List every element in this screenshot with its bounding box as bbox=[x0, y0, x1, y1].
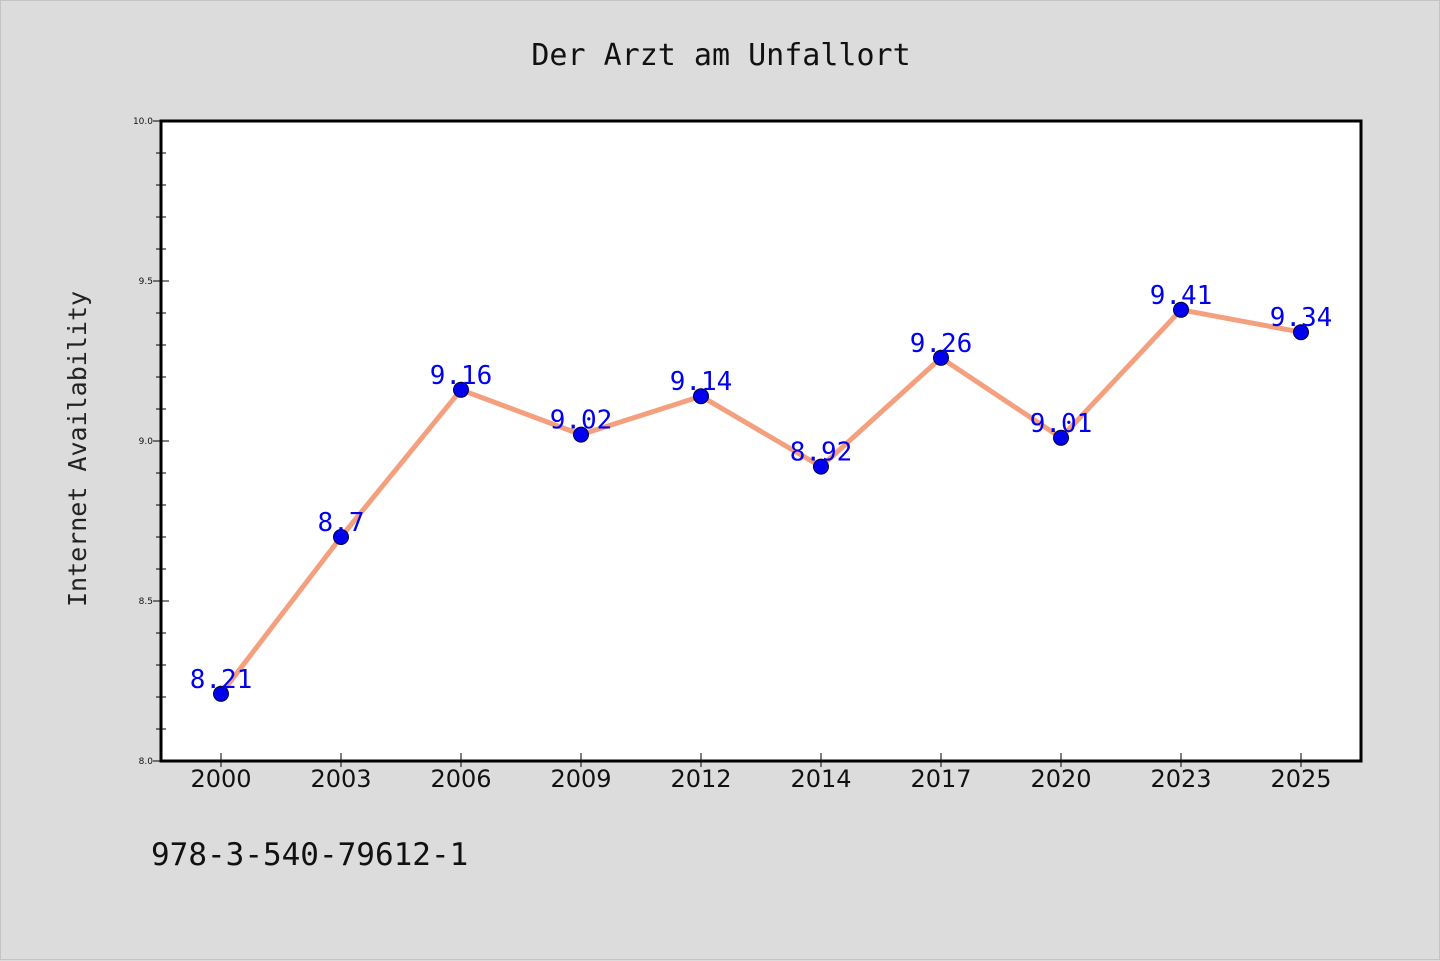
data-point bbox=[213, 685, 229, 702]
x-tick-label: 2006 bbox=[430, 765, 491, 793]
data-point bbox=[333, 529, 349, 545]
x-tick-label: 2000 bbox=[190, 765, 251, 793]
x-axis-ticks: 2000 2003 2006 2009 2012 2014 2017 2020 2023 2025 bbox=[190, 753, 1332, 793]
x-tick-label: 2023 bbox=[1150, 765, 1211, 793]
y-axis-label: Internet Availability bbox=[63, 291, 92, 607]
data-point bbox=[453, 381, 469, 398]
x-tick-label: 2025 bbox=[1270, 765, 1331, 793]
x-tick-label: 2003 bbox=[310, 765, 371, 793]
data-label: 9.26 bbox=[910, 329, 973, 359]
data-point bbox=[693, 388, 709, 405]
x-tick-label: 2017 bbox=[910, 765, 971, 793]
data-point bbox=[933, 349, 949, 366]
data-point bbox=[573, 426, 589, 443]
x-tick-label: 2014 bbox=[790, 765, 851, 793]
data-point bbox=[813, 458, 829, 475]
data-label: 8.21 bbox=[190, 665, 253, 695]
x-tick-label: 2012 bbox=[670, 765, 731, 793]
y-tick-label: 8.0 bbox=[139, 757, 154, 767]
data-label: 8.7 bbox=[318, 508, 365, 538]
series-line bbox=[218, 307, 1304, 697]
data-label: 9.41 bbox=[1150, 281, 1213, 311]
y-tick-label: 9.0 bbox=[139, 437, 154, 447]
data-point bbox=[1053, 429, 1069, 446]
data-label: 9.14 bbox=[670, 367, 733, 397]
data-point bbox=[1293, 324, 1309, 341]
data-label: 9.01 bbox=[1030, 409, 1093, 439]
isbn-text: 978-3-540-79612-1 bbox=[151, 837, 468, 873]
x-tick-label: 2009 bbox=[550, 765, 611, 793]
chart-title: Der Arzt am Unfallort bbox=[531, 38, 910, 73]
data-label: 9.02 bbox=[550, 406, 613, 436]
y-tick-label: 10.0 bbox=[133, 117, 153, 127]
plot-area bbox=[159, 119, 1363, 763]
series-group: 8.21 8.7 9.16 9.02 9.14 8.92 9.26 9.01 9.41 9.34 bbox=[190, 281, 1333, 702]
y-axis-ticks: 8.0 8.5 9.0 9.5 10.0 bbox=[133, 117, 169, 767]
data-label: 8.92 bbox=[790, 438, 853, 468]
x-tick-label: 2020 bbox=[1030, 765, 1091, 793]
data-label: 9.34 bbox=[1270, 303, 1333, 333]
data-label: 9.16 bbox=[430, 361, 493, 391]
y-tick-label: 8.5 bbox=[139, 597, 153, 607]
y-tick-label: 9.5 bbox=[139, 277, 153, 287]
data-point bbox=[1173, 301, 1189, 318]
